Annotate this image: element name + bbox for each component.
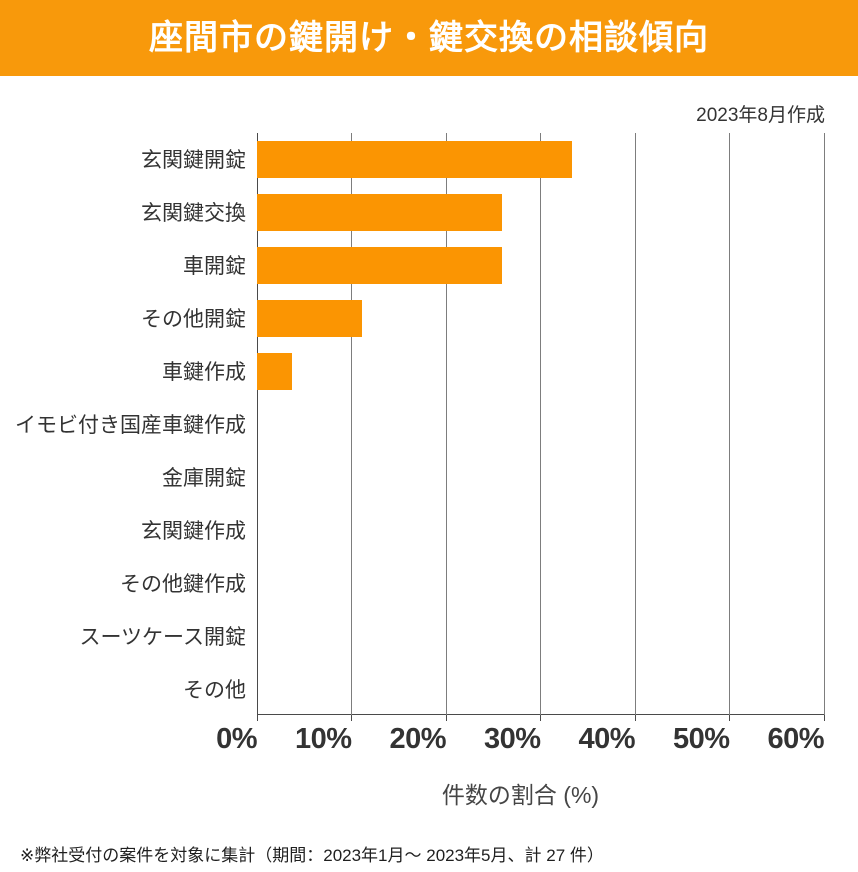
category-label: 玄関鍵開錠 — [141, 149, 246, 173]
bar — [257, 140, 572, 178]
plot-area — [256, 133, 825, 721]
category-label: スーツケース開錠 — [79, 625, 246, 649]
axis-tick — [445, 715, 447, 721]
x-tick-label: 20% — [389, 723, 446, 755]
bar — [257, 352, 292, 390]
y-axis-line — [256, 133, 258, 715]
category-label: 車開錠 — [183, 255, 246, 279]
footnote: ※弊社受付の案件を対象に集計（期間：2023年1月～ 2023年5月、計 27 … — [20, 846, 604, 865]
category-label: その他鍵作成 — [120, 572, 246, 596]
axis-tick — [351, 715, 352, 721]
category-label: その他開錠 — [141, 308, 246, 332]
axis-tick — [634, 715, 636, 721]
chart-title: 座間市の鍵開け・鍵交換の相談傾向 — [149, 19, 709, 57]
axis-tick — [729, 715, 730, 721]
axis-tick — [256, 715, 258, 721]
category-label: 玄関鍵交換 — [141, 202, 246, 226]
bar — [257, 299, 362, 337]
title-banner: 座間市の鍵開け・鍵交換の相談傾向 — [0, 0, 858, 76]
gridline — [823, 133, 825, 715]
gridline — [634, 133, 636, 715]
x-tick-label: 40% — [578, 723, 635, 755]
x-tick-label: 10% — [294, 723, 352, 755]
x-axis-ticks: 0% 10% 20% 30% 40% 50% 60% — [216, 713, 824, 758]
axis-tick — [540, 715, 541, 721]
creation-date: 2023年8月作成 — [696, 105, 825, 126]
gridline — [351, 133, 352, 715]
category-label: 金庫開錠 — [162, 466, 246, 490]
category-labels: 玄関鍵開錠玄関鍵交換車開錠その他開錠車鍵作成イモビ付き国産車鍵作成金庫開錠玄関鍵… — [0, 133, 246, 715]
gridline — [540, 133, 541, 715]
gridline — [729, 133, 730, 715]
gridline — [445, 133, 447, 715]
bar — [257, 246, 502, 284]
bar — [257, 193, 502, 231]
category-label: その他 — [183, 678, 246, 702]
axis-tick — [823, 715, 825, 721]
x-tick-label: 60% — [767, 723, 824, 755]
category-label: イモビ付き国産車鍵作成 — [15, 413, 246, 437]
x-axis-label: 件数の割合 (%) — [441, 782, 600, 808]
x-tick-label: 30% — [483, 723, 541, 755]
x-tick-label: 0% — [216, 723, 257, 755]
category-label: 玄関鍵作成 — [141, 519, 246, 543]
x-tick-label: 50% — [672, 723, 730, 755]
category-label: 車鍵作成 — [162, 361, 246, 385]
